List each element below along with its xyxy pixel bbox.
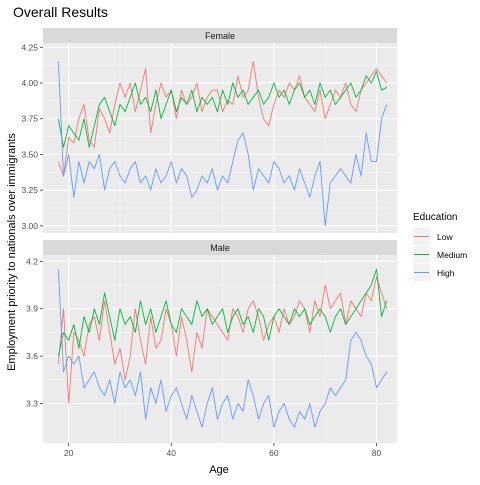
y-tick-label: 3.6 bbox=[26, 351, 38, 361]
x-tick-label: 20 bbox=[64, 448, 74, 458]
x-tick-label: 80 bbox=[372, 448, 382, 458]
y-axis-label: Employment priority to nationals over im… bbox=[6, 133, 18, 371]
series-line-female-low bbox=[57, 61, 388, 177]
x-tick-label: 60 bbox=[269, 448, 279, 458]
y-tick-label: 4.00 bbox=[21, 78, 38, 88]
legend-label: Medium bbox=[437, 250, 467, 260]
legend-key-low bbox=[413, 228, 430, 245]
y-tick-label: 4.25 bbox=[21, 42, 38, 52]
y-tick-label: 4.2 bbox=[26, 256, 38, 266]
y-tick-label: 3.3 bbox=[26, 399, 38, 409]
panel-female: Female 3.00 3.25 3.50 3.75 4.00 4.25 bbox=[21, 28, 397, 233]
y-tick-label: 3.75 bbox=[21, 114, 38, 124]
x-axis: 20 40 60 80 bbox=[64, 443, 382, 458]
panel-strip-label: Female bbox=[205, 31, 235, 41]
panel-strip-label: Male bbox=[210, 243, 230, 253]
y-tick-label: 3.50 bbox=[21, 149, 38, 159]
x-axis-label: Age bbox=[209, 464, 229, 476]
y-tick-label: 3.9 bbox=[26, 304, 38, 314]
legend-key-medium bbox=[413, 246, 430, 263]
legend-label: Low bbox=[437, 232, 453, 242]
series-line-male-low bbox=[57, 276, 388, 404]
series-line-female-high bbox=[57, 61, 388, 227]
legend-key-high bbox=[413, 264, 430, 281]
series-line-female-medium bbox=[57, 71, 387, 148]
panels: Female 3.00 3.25 3.50 3.75 4.00 4.25 Male 3.3 3.6… bbox=[21, 28, 397, 443]
chart-title: Overall Results bbox=[13, 4, 108, 20]
series-line-male-medium bbox=[57, 268, 388, 357]
series-line-male-high bbox=[57, 269, 388, 428]
x-tick-label: 40 bbox=[167, 448, 177, 458]
y-tick-label: 3.00 bbox=[21, 221, 38, 231]
panel-strip bbox=[43, 28, 397, 43]
legend: Education Low Medium High bbox=[413, 212, 467, 281]
panel-male: Male 3.3 3.6 3.9 4.2 bbox=[26, 240, 397, 443]
plot-background bbox=[43, 43, 397, 233]
legend-label: High bbox=[437, 268, 455, 278]
panel-strip bbox=[43, 240, 397, 255]
legend-title: Education bbox=[413, 212, 457, 223]
plot-background bbox=[43, 255, 397, 443]
y-tick-label: 3.25 bbox=[21, 185, 38, 195]
